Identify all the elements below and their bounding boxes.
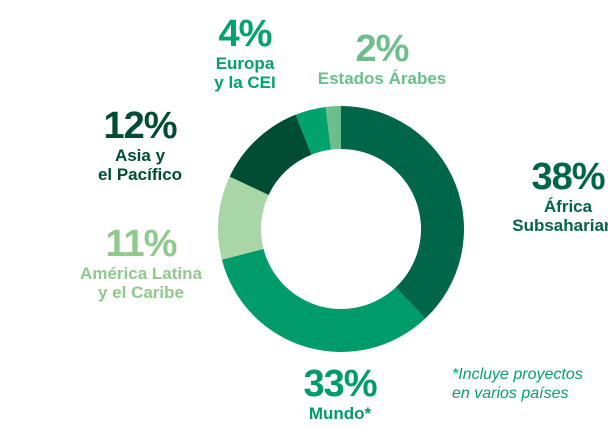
- donut-slice: [218, 176, 269, 260]
- value-label: 4%: [218, 13, 273, 55]
- category-label: Estados Árabes: [317, 69, 447, 88]
- donut-slice: [229, 114, 312, 195]
- slice-label: 4% Europa y la CEI: [214, 15, 275, 92]
- slice-label: 33% Mundo*: [303, 363, 377, 424]
- donut-slice: [325, 106, 341, 150]
- value-label: 33%: [303, 363, 377, 405]
- category-label: Asia y el Pacífico: [97, 146, 183, 184]
- value-label: 11%: [105, 223, 178, 265]
- value-label: 12%: [103, 105, 177, 147]
- category-label: Europa y la CEI: [214, 54, 276, 92]
- slice-label: 11% América Latina y el Caribe: [80, 225, 202, 302]
- category-label: América Latina y el Caribe: [80, 264, 202, 302]
- category-label: Mundo*: [308, 404, 372, 423]
- slice-label: 38%África Subsahariana: [512, 158, 608, 235]
- note: *Incluye proyectos en varios países: [452, 366, 583, 403]
- donut-slice: [295, 106, 331, 155]
- slice-label: 2% Estados Árabes: [318, 30, 447, 89]
- donut-slice: [341, 106, 464, 319]
- value-label: 38%: [531, 156, 605, 198]
- category-label: África Subsahariana: [512, 197, 608, 235]
- value-label: 2%: [355, 28, 410, 70]
- slice-label: 12% Asia y el Pacífico: [98, 107, 182, 184]
- donut-slice: [221, 248, 426, 352]
